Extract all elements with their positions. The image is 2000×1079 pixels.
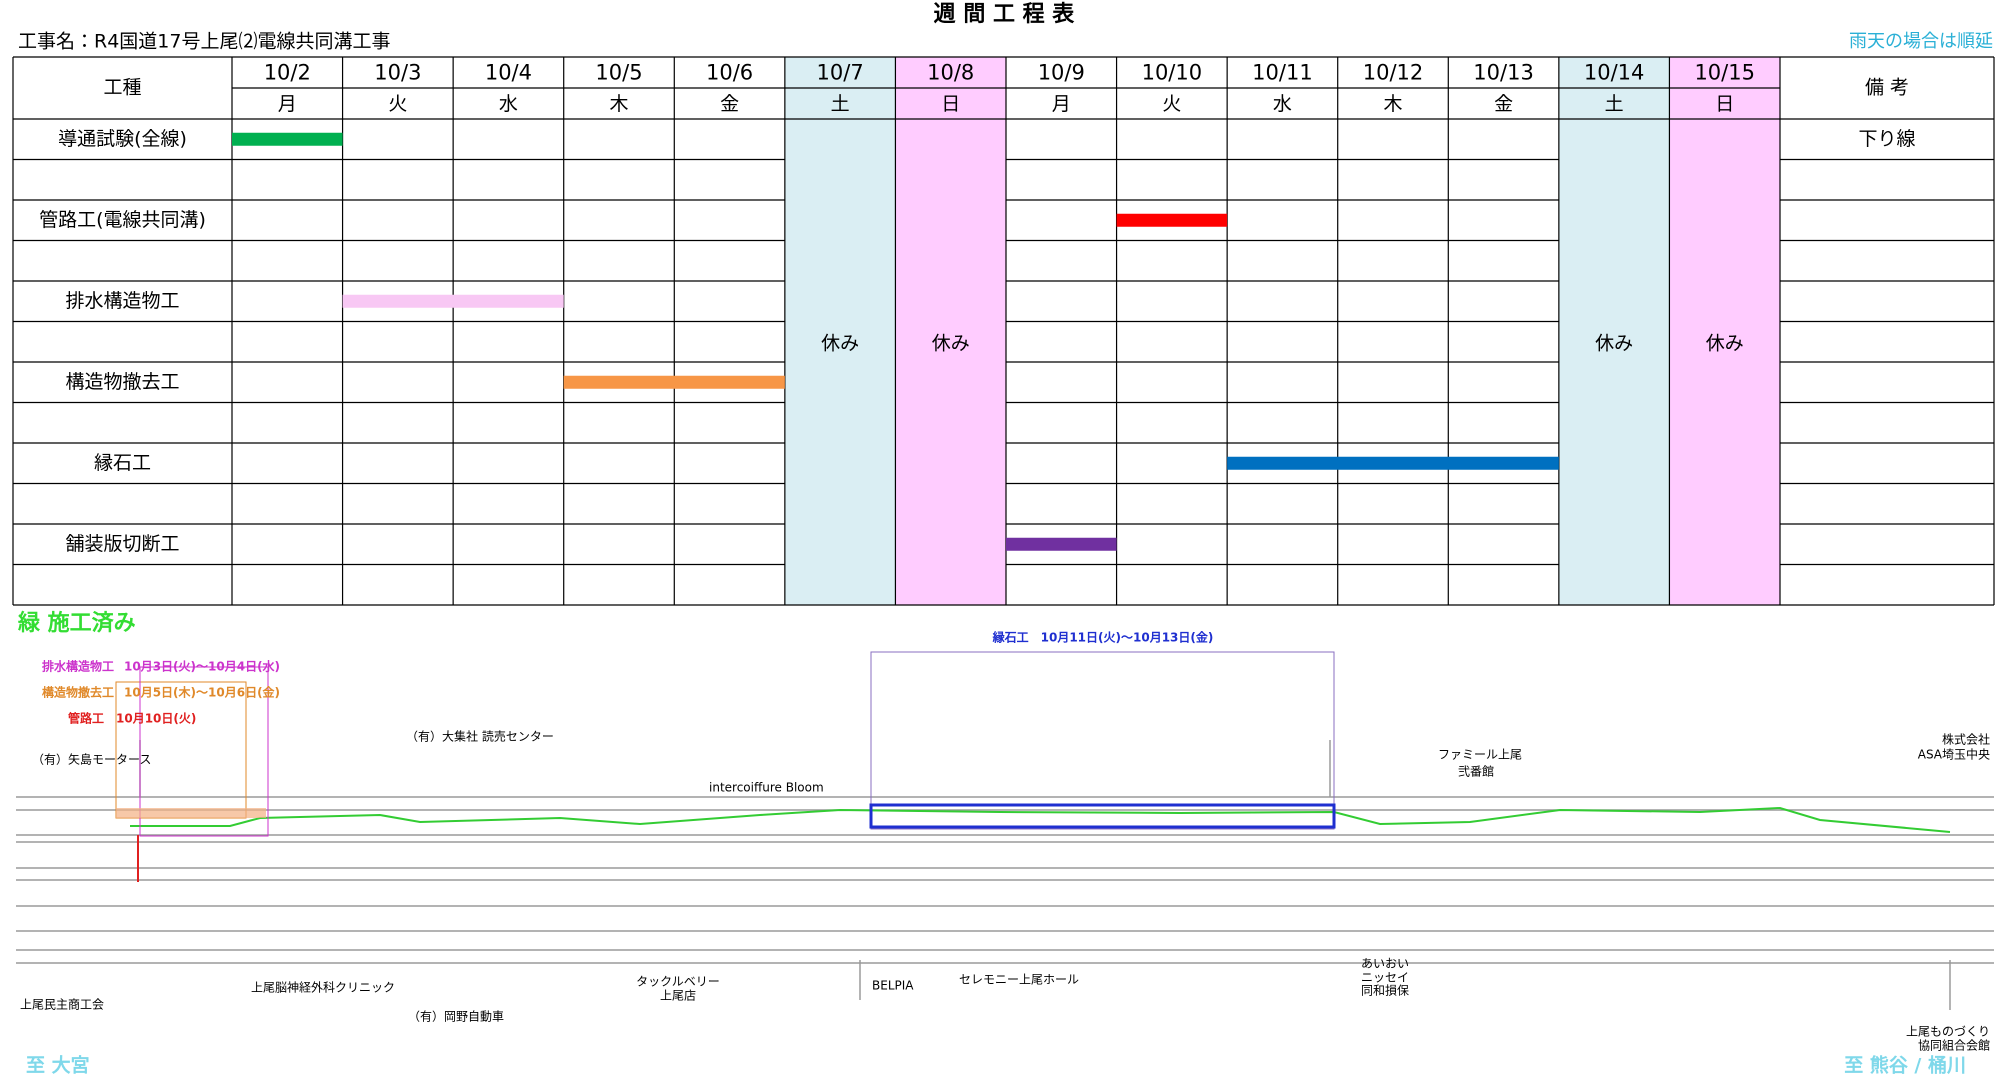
legend-task: 構造物撤去工 (42, 685, 114, 700)
date: 10/5 (595, 61, 642, 85)
holiday-column (1669, 57, 1780, 605)
schedule-table: 工種 備 考 10/2 月 10/3 火 10/4 水 10/5 木 10/6 金 10/7 土休み 10/… (12, 56, 1995, 606)
date: 10/10 (1142, 61, 1203, 85)
curb-mark (869, 803, 1336, 829)
weekday: 木 (1383, 93, 1402, 115)
map-label: 株式会社 (1942, 732, 1990, 747)
date: 10/9 (1038, 61, 1085, 85)
date: 10/7 (817, 61, 864, 85)
weekday: 月 (278, 93, 297, 115)
date: 10/13 (1473, 61, 1534, 85)
legend-period: 10月5日(木)～10月6日(金) (124, 685, 280, 700)
holiday-column (1558, 57, 1670, 605)
date: 10/6 (706, 61, 753, 85)
weekday: 水 (1273, 93, 1292, 115)
task-name: 構造物撤去工 (65, 371, 179, 393)
date: 10/3 (374, 61, 421, 85)
date: 10/2 (264, 61, 311, 85)
task-bar (342, 294, 564, 308)
road-map (16, 740, 1994, 1010)
map-label: 同和損保 (1361, 983, 1409, 998)
weekday: 土 (831, 93, 850, 115)
weekday: 金 (720, 93, 739, 115)
map-label: ファミール上尾 (1438, 748, 1522, 762)
holiday-column (784, 57, 896, 605)
map-label: 上尾店 (660, 989, 696, 1003)
map-label: （有）矢島モータース (32, 752, 151, 767)
date: 10/8 (927, 61, 974, 85)
demolition-mark (116, 808, 266, 818)
date: 10/15 (1694, 61, 1755, 85)
task-name: 舗装版切断工 (65, 533, 179, 555)
map-label: 上尾脳神経外科クリニック (251, 980, 395, 995)
date: 10/4 (485, 61, 532, 85)
task-name: 導通試験(全線) (58, 128, 187, 150)
weekday: 火 (388, 93, 407, 115)
map-label: intercoiffure Bloom (709, 781, 824, 795)
weekday: 木 (609, 93, 628, 115)
holiday-label: 休み (1595, 333, 1633, 355)
task-bar (1006, 537, 1117, 551)
weekday: 水 (499, 93, 518, 115)
weekday: 日 (1715, 93, 1734, 115)
map-label: 協同組合会館 (1918, 1038, 1990, 1053)
task-name: 縁石工 (94, 452, 151, 474)
drainage-area (139, 666, 269, 837)
map-label: （有）岡野自動車 (408, 1010, 504, 1024)
date: 10/11 (1252, 61, 1313, 85)
map-label: あいおい (1361, 957, 1409, 971)
rain-note: 雨天の場合は順延 (1849, 31, 1993, 52)
task-bar (1116, 213, 1228, 227)
holiday-label: 休み (1706, 333, 1744, 355)
map-label: 上尾民主商工会 (20, 998, 104, 1012)
map-label: 弐番館 (1458, 765, 1494, 779)
completed-line (130, 806, 1951, 833)
weekday: 火 (1162, 93, 1181, 115)
task-bar (1227, 456, 1559, 470)
project-name: 工事名：R4国道17号上尾⑵電線共同溝工事 (18, 31, 390, 53)
task-header: 工種 (103, 77, 141, 99)
weekday: 金 (1494, 93, 1513, 115)
holiday-label: 休み (932, 333, 970, 355)
completed-note: 緑 施工済み (17, 610, 136, 636)
task-name: 管路工(電線共同溝) (39, 209, 206, 231)
remarks-header: 備 考 (1865, 77, 1909, 99)
map-label: BELPIA (872, 979, 914, 993)
date: 10/12 (1363, 61, 1424, 85)
remark: 下り線 (1858, 128, 1915, 150)
weekday: 土 (1605, 93, 1624, 115)
legend-period: 10月10日(火) (116, 712, 196, 726)
map-label: タックルベリー (636, 975, 720, 989)
direction-left: 至 大宮 (26, 1054, 90, 1077)
task-name: 排水構造物工 (65, 290, 179, 312)
map-label: セレモニー上尾ホール (959, 973, 1079, 987)
task-bar (232, 132, 343, 146)
map-label: （有）大集社 読売センター (406, 729, 554, 744)
legend-task: 排水構造物工 (42, 659, 114, 674)
legend-period: 10月3日(火)～10月4日(水) (124, 659, 280, 674)
holiday-label: 休み (821, 333, 859, 355)
weekday: 日 (941, 93, 960, 115)
title: 週 間 工 程 表 (934, 2, 1076, 27)
legend-task: 管路工 (68, 711, 104, 726)
task-bar (563, 375, 785, 389)
holiday-column (895, 57, 1006, 605)
map-label: ASA埼玉中央 (1918, 747, 1990, 762)
grid (12, 56, 1995, 606)
map-label: ニッセイ (1361, 971, 1409, 985)
map-label: 上尾ものづくり (1906, 1025, 1990, 1039)
curb-note: 縁石工 10月11日(火)～10月13日(金) (992, 630, 1214, 645)
weekday: 月 (1052, 93, 1071, 115)
direction-right: 至 熊谷 / 桶川 (1844, 1054, 1966, 1077)
curb-area (870, 651, 1335, 830)
date: 10/14 (1584, 61, 1645, 85)
